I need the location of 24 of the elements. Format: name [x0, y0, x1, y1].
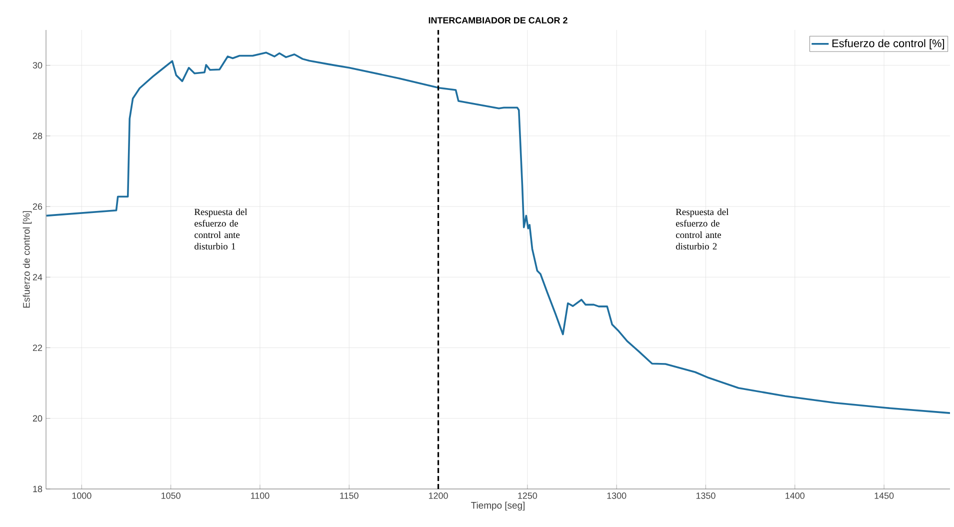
y-tick-label: 28: [32, 132, 42, 140]
line-series: [46, 52, 950, 414]
y-tick-label: 20: [32, 415, 42, 422]
y-tick-label: 24: [32, 274, 42, 280]
x-tick-label: 1350: [696, 492, 716, 499]
x-tick-label: 1400: [786, 492, 805, 499]
x-tick-label: 1150: [340, 492, 358, 499]
y-tick-label: 26: [32, 203, 42, 210]
y-tick-label: 18: [33, 486, 42, 492]
x-tick-label: 1000: [72, 492, 92, 499]
x-axis-title: Tiempo [seg]: [471, 502, 524, 511]
chart-title: INTERCAMBIADOR DE CALOR 2: [428, 17, 568, 24]
x-tick-label: 1050: [162, 492, 180, 499]
x-tick-label: 1250: [518, 492, 538, 499]
y-tick-label: 22: [32, 344, 42, 351]
y-axis-title: Esfuerzo de control [%]: [22, 211, 32, 308]
x-tick-label: 1200: [428, 492, 448, 499]
y-tick-label: 30: [32, 62, 42, 68]
x-tick-label: 1450: [874, 492, 894, 499]
x-tick-label: 1300: [607, 492, 626, 499]
x-tick-label: 1100: [251, 492, 270, 499]
annotation: Respuesta del esfuerzo de control ante disturbio 1: [194, 208, 248, 250]
legend-label: Esfuerzo de control [%]: [832, 39, 944, 50]
annotation: Respuesta del esfuerzo de control ante disturbio 2: [676, 208, 729, 250]
